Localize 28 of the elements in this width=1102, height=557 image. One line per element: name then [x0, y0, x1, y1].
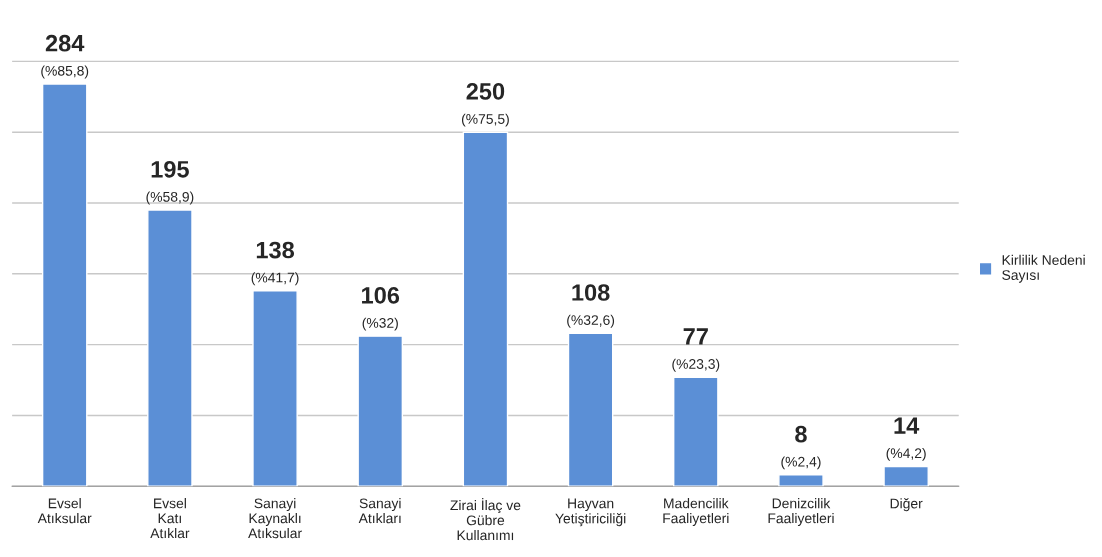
- data-label: 14 (%4,2): [886, 417, 926, 461]
- x-tick-label: Zirai İlaç ve Gübre Kullanımı: [450, 498, 521, 541]
- data-label: 195 (%58,9): [146, 160, 194, 205]
- data-label: 108 (%32,6): [567, 284, 615, 328]
- bar: [41, 83, 88, 487]
- data-label: 8 (%2,4): [781, 425, 821, 470]
- x-tick-label: Evsel Katı Atıklar: [150, 498, 190, 539]
- data-label: 106 (%32): [362, 286, 400, 331]
- x-tick-label: Sanayi Atıkları: [358, 498, 401, 524]
- data-label: 138 (%41,7): [251, 241, 299, 286]
- x-tick-label: Hayvan Yetiştiriciliği: [555, 498, 626, 527]
- bar: [883, 465, 929, 487]
- x-tick-label: Madencilik Faaliyetleri: [663, 498, 729, 526]
- x-tick-label: Sanayi Kaynaklı Atıksular: [248, 498, 302, 539]
- x-tick-label: Denizcilik Faaliyetleri: [768, 498, 834, 526]
- bar: [567, 332, 614, 487]
- bar: [778, 474, 824, 487]
- data-label: 284 (%85,8): [41, 34, 89, 79]
- bar: [357, 335, 404, 487]
- x-tick-label: Diğer: [890, 498, 923, 512]
- legend-label: Kirlilik Nedeni Sayısı: [1002, 254, 1085, 283]
- bar: [147, 209, 193, 487]
- bar: [462, 131, 509, 487]
- bar: [673, 376, 719, 487]
- x-tick-label: Evsel Atıksular: [37, 498, 92, 524]
- data-label: 250 (%75,5): [461, 83, 509, 127]
- data-label: 77 (%23,3): [672, 328, 720, 372]
- bar: [252, 290, 298, 487]
